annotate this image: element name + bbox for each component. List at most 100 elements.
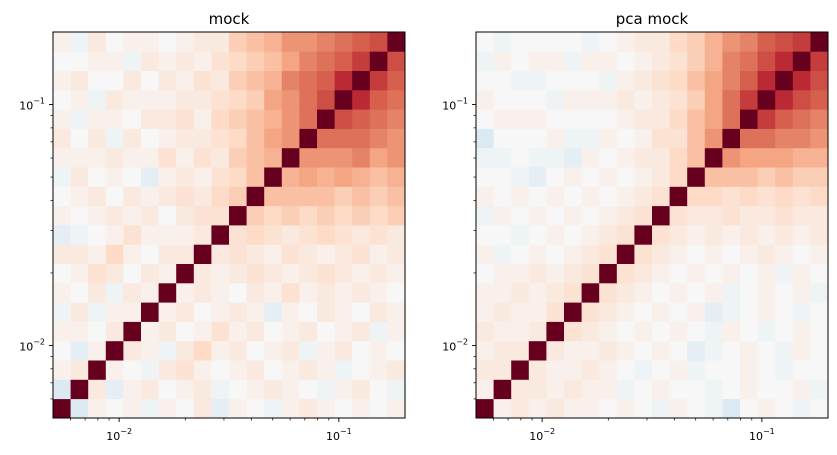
- heatmap-cell: [334, 379, 353, 400]
- heatmap-cell: [599, 225, 618, 245]
- heatmap-cell: [652, 128, 670, 149]
- heatmap-cell: [105, 225, 124, 245]
- heatmap-cell: [757, 282, 776, 303]
- heatmap-cell: [564, 360, 582, 380]
- heatmap-cell: [193, 302, 212, 322]
- tick-base: 10: [106, 430, 120, 443]
- heatmap-cell: [581, 321, 600, 342]
- heatmap-cell: [281, 147, 300, 168]
- heatmap-cell: [546, 167, 565, 187]
- heatmap-cell: [810, 89, 829, 110]
- heatmap-cell: [246, 360, 265, 380]
- heatmap-cell: [176, 32, 195, 52]
- heatmap-cell: [704, 128, 723, 149]
- heatmap-cell: [246, 205, 265, 226]
- heatmap-cell: [493, 51, 512, 71]
- heatmap-cell: [511, 51, 530, 71]
- heatmap-cell: [792, 244, 811, 264]
- heatmap-cell: [564, 321, 582, 342]
- heatmap-cell: [599, 302, 618, 322]
- y-axis-ticks: 10−210−1: [19, 97, 53, 400]
- heatmap-cell: [687, 360, 706, 380]
- heatmap-cell: [722, 340, 741, 361]
- heatmap-cell: [810, 205, 829, 226]
- heatmap-cell: [211, 263, 230, 284]
- heatmap-cell: [616, 263, 635, 284]
- heatmap-cell: [740, 302, 758, 322]
- heatmap-cell: [105, 205, 124, 226]
- heatmap-cell: [528, 205, 547, 226]
- heatmap-cell: [317, 263, 335, 284]
- heatmap-cell: [599, 321, 618, 342]
- heatmap-cell: [792, 398, 811, 419]
- heatmap-cell: [528, 282, 547, 303]
- heatmap-cell: [369, 70, 388, 91]
- y-tick-label: 10−1: [442, 97, 468, 113]
- heatmap-cell: [317, 89, 335, 110]
- heatmap-cell: [246, 302, 265, 322]
- heatmap-cell: [246, 109, 265, 129]
- heatmap-cell: [352, 51, 371, 71]
- heatmap-cell: [493, 282, 512, 303]
- heatmap-cell: [616, 89, 635, 110]
- heatmap-cell: [53, 147, 71, 168]
- heatmap-cell: [616, 340, 635, 361]
- heatmap-cell: [352, 244, 371, 264]
- heatmap-cell: [352, 89, 371, 110]
- heatmap-cell: [193, 321, 212, 342]
- heatmap-cell: [264, 205, 283, 226]
- heatmap-cell: [352, 128, 371, 149]
- heatmap-cell: [511, 282, 530, 303]
- heatmap-cell: [616, 205, 635, 226]
- tick-base: 10: [326, 430, 340, 443]
- heatmap-cell: [158, 282, 177, 303]
- heatmap-cell: [599, 32, 618, 52]
- heatmap-cell: [792, 321, 811, 342]
- heatmap-cell: [317, 360, 335, 380]
- heatmap-cell: [158, 340, 177, 361]
- heatmap-cell: [299, 263, 318, 284]
- heatmap-cell: [299, 379, 318, 400]
- heatmap-cell: [722, 379, 741, 400]
- heatmap-cell: [369, 32, 388, 52]
- heatmap-cell: [369, 128, 388, 149]
- heatmap-cell: [564, 147, 582, 168]
- heatmap-cell: [476, 225, 494, 245]
- heatmap-cell: [546, 147, 565, 168]
- heatmap-cell: [369, 147, 388, 168]
- heatmap-cell: [476, 186, 494, 207]
- heatmap-cell: [704, 282, 723, 303]
- heatmap-cell: [511, 302, 530, 322]
- heatmap-cell: [158, 186, 177, 207]
- heatmap-cell: [581, 225, 600, 245]
- heatmap-cell: [528, 379, 547, 400]
- heatmap-cell: [810, 360, 829, 380]
- heatmap-cell: [652, 379, 670, 400]
- heatmap-cell: [211, 147, 230, 168]
- heatmap-cell: [564, 51, 582, 71]
- heatmap-cell: [352, 70, 371, 91]
- heatmap-cell: [775, 167, 794, 187]
- heatmap-cell: [264, 147, 283, 168]
- heatmap-cell: [476, 321, 494, 342]
- heatmap-cell: [317, 302, 335, 322]
- heatmap-cell: [246, 186, 265, 207]
- heatmap-cell: [775, 205, 794, 226]
- heatmap-cell: [141, 186, 159, 207]
- heatmap-cell: [141, 205, 159, 226]
- heatmap-cell: [757, 109, 776, 129]
- heatmap-cell: [528, 147, 547, 168]
- heatmap-cell: [792, 51, 811, 71]
- heatmap-cell: [246, 282, 265, 303]
- heatmap-cell: [299, 340, 318, 361]
- heatmap-cell: [141, 167, 159, 187]
- x-tick-label: 10−1: [749, 427, 775, 443]
- heatmap-cell: [70, 282, 89, 303]
- heatmap-cell: [810, 302, 829, 322]
- heatmap-cell: [669, 398, 688, 419]
- heatmap-cell: [687, 128, 706, 149]
- heatmap-cell: [193, 205, 212, 226]
- heatmap-cell: [493, 321, 512, 342]
- heatmap-cell: [581, 186, 600, 207]
- heatmap-cell: [53, 244, 71, 264]
